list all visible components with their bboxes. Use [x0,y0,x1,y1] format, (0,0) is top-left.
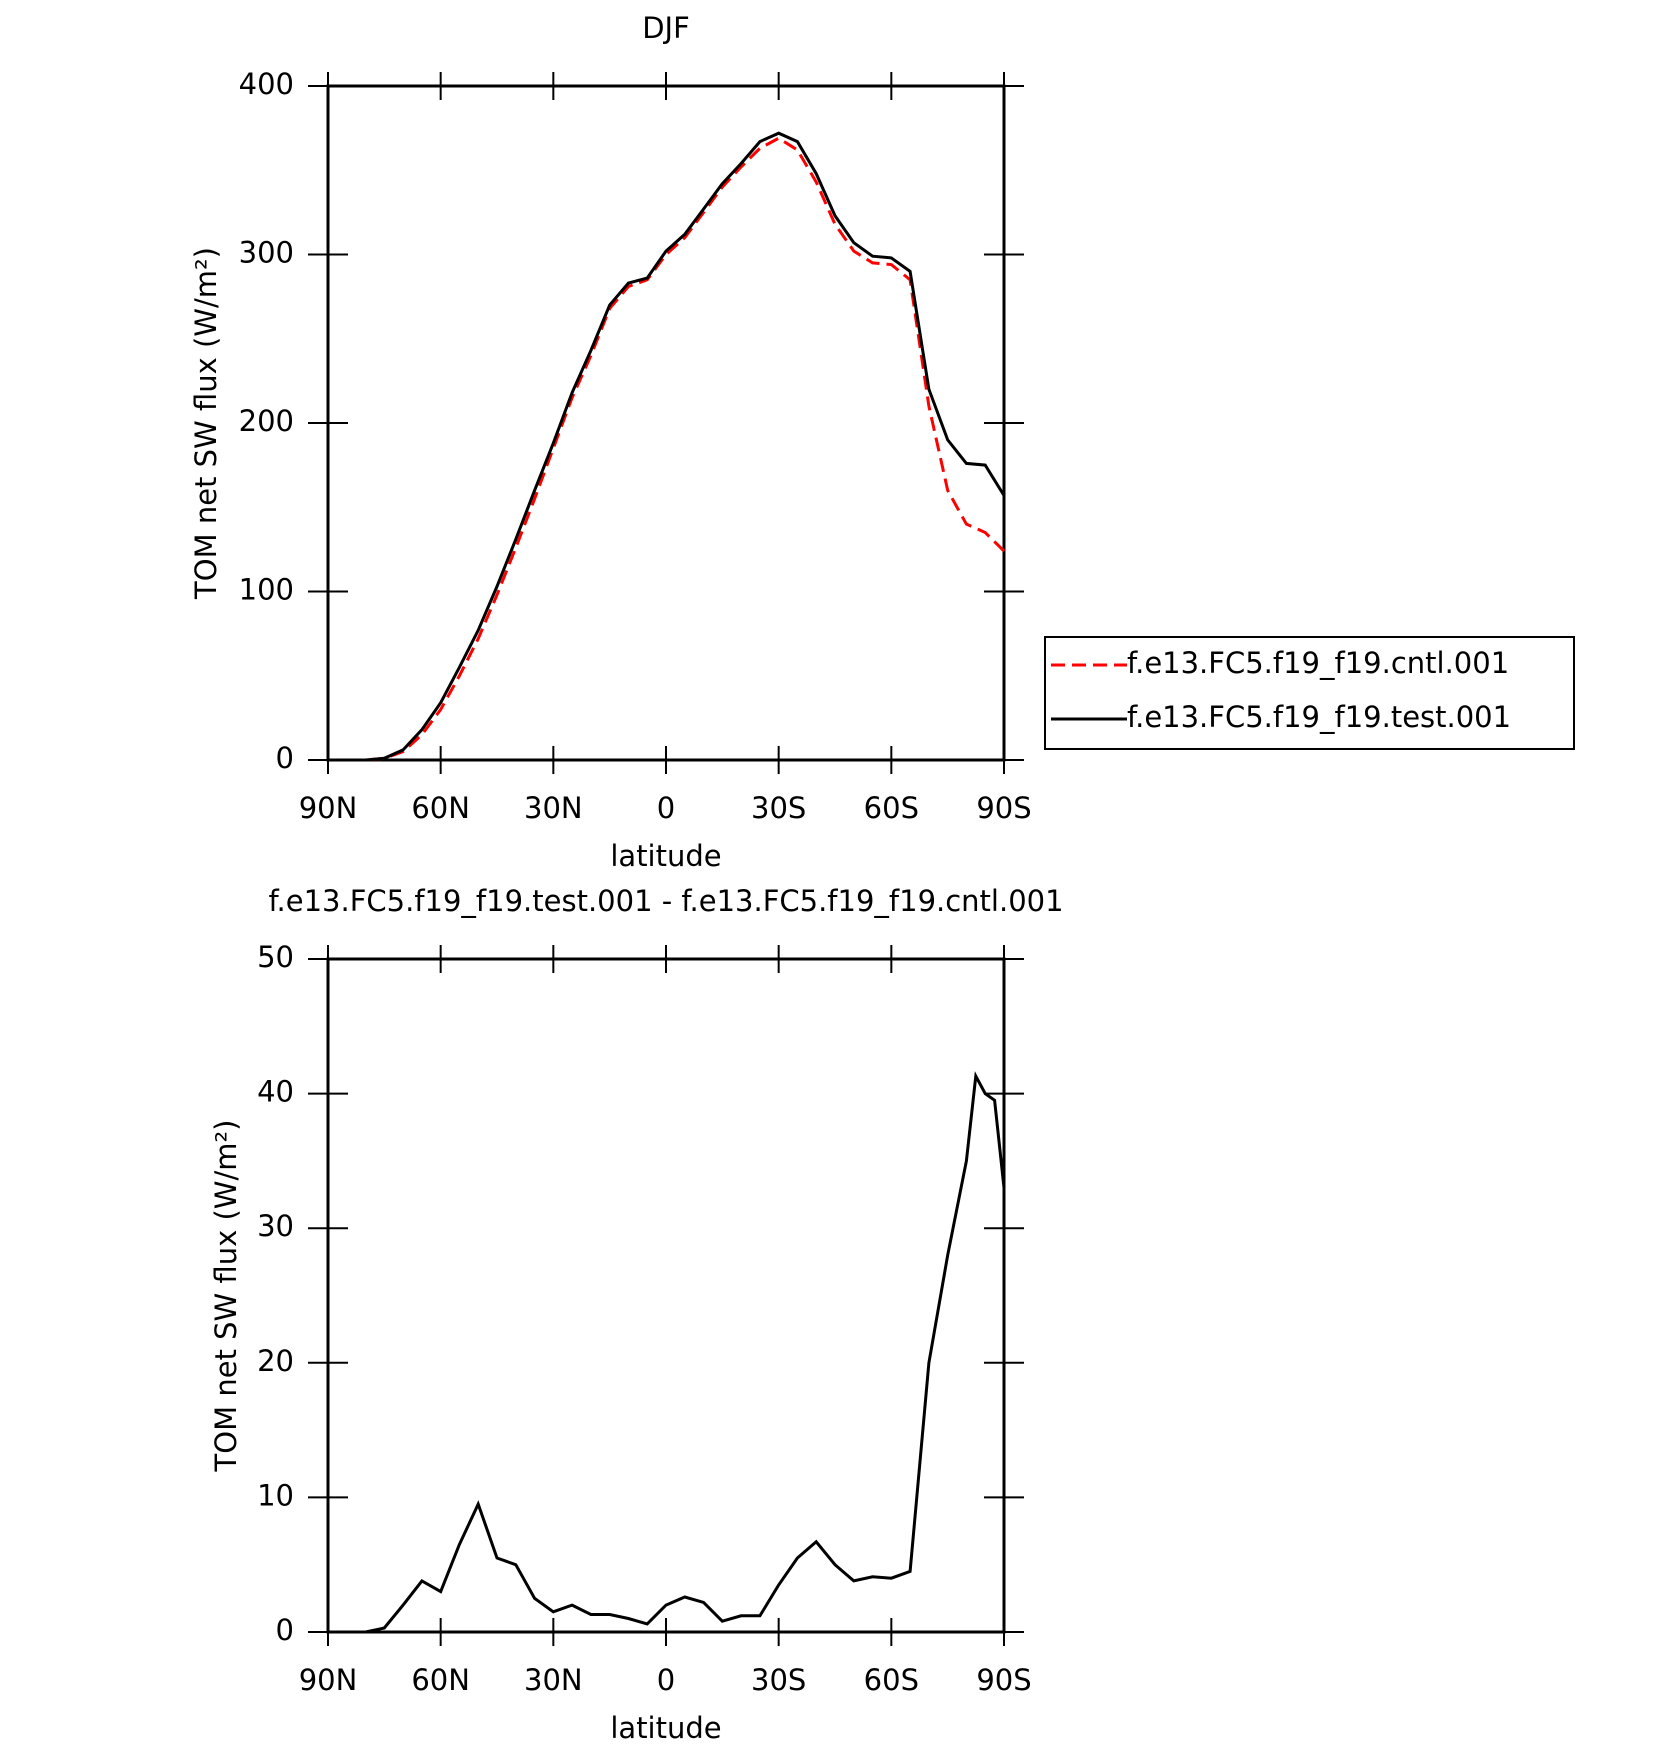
x-tick-label: 60N [411,1663,470,1697]
y-tick-label: 10 [257,1478,294,1512]
x-tick-label: 90N [299,791,358,825]
plot-frame [326,84,1006,762]
chart-title: f.e13.FC5.f19_f19.test.001 - f.e13.FC5.f… [268,884,1063,918]
y-axis-label: TOM net SW flux (W/m²) [209,1120,243,1473]
x-tick-label: 60N [411,791,470,825]
y-tick-label: 100 [239,573,294,607]
series-line [328,1071,1006,1634]
x-tick-label: 30S [751,791,806,825]
x-tick-label: 90S [976,791,1031,825]
legend-label: f.e13.FC5.f19_f19.test.001 [1127,700,1511,734]
chart-title: DJF [642,11,690,45]
y-tick-label: 0 [276,741,294,775]
y-tick-label: 30 [257,1209,294,1243]
y-tick-label: 400 [239,67,294,101]
x-tick-label: 90N [299,1663,358,1697]
x-tick-label: 0 [657,1663,675,1697]
y-tick-label: 20 [257,1344,294,1378]
series-line [328,136,1006,762]
y-tick-label: 0 [276,1613,294,1647]
x-tick-label: 30N [524,1663,583,1697]
y-tick-label: 200 [239,404,294,438]
x-tick-label: 30S [751,1663,806,1697]
y-tick-label: 300 [239,236,294,270]
x-tick-label: 90S [976,1663,1031,1697]
x-tick-label: 30N [524,791,583,825]
x-tick-label: 60S [864,791,919,825]
series-line [328,131,1006,762]
y-tick-label: 40 [257,1075,294,1109]
plot-frame [326,957,1006,1634]
y-axis-label: TOM net SW flux (W/m²) [189,247,223,600]
x-tick-label: 60S [864,1663,919,1697]
legend-box [1044,636,1575,750]
x-axis-label: latitude [610,1711,721,1745]
x-tick-label: 0 [657,791,675,825]
y-tick-label: 50 [257,940,294,974]
x-axis-label: latitude [610,839,721,873]
legend-label: f.e13.FC5.f19_f19.cntl.001 [1127,646,1509,680]
